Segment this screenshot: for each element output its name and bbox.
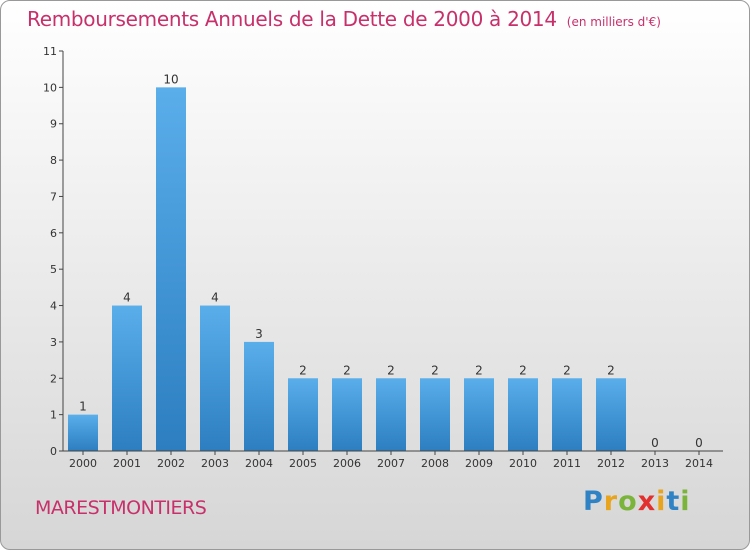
x-tick-label: 2000 [69,457,97,470]
y-tick-label: 1 [50,409,57,422]
chart-title: Remboursements Annuels de la Dette de 20… [27,7,661,31]
brand-letter: t [666,486,681,517]
data-label: 10 [163,72,178,86]
x-tick-label: 2011 [553,457,581,470]
x-tick-label: 2014 [685,457,713,470]
commune-name: MARESTMONTIERS [35,497,207,519]
data-label: 2 [519,363,527,377]
y-tick-label: 2 [50,372,57,385]
bar [596,378,626,451]
brand-letter: o [618,486,638,517]
bar [420,378,450,451]
x-tick-label: 2009 [465,457,493,470]
y-tick-label: 0 [50,445,57,458]
x-tick-label: 2005 [289,457,317,470]
data-label: 2 [563,363,571,377]
data-label: 0 [695,436,703,450]
data-label: 2 [299,363,307,377]
x-tick-label: 2001 [113,457,141,470]
x-tick-label: 2010 [509,457,537,470]
x-tick-label: 2007 [377,457,405,470]
y-tick-label: 7 [50,190,57,203]
y-tick-label: 3 [50,336,57,349]
brand-letter: r [603,486,619,517]
bar [156,87,186,451]
y-tick-label: 6 [50,227,57,240]
y-tick-label: 9 [50,118,57,131]
y-tick-label: 11 [43,45,57,58]
bar [332,378,362,451]
data-label: 0 [651,436,659,450]
bar [244,341,274,451]
y-tick-label: 4 [50,300,57,313]
y-tick-label: 8 [50,154,57,167]
data-label: 1 [79,400,87,414]
bar [508,378,538,451]
x-tick-label: 2006 [333,457,361,470]
y-tick-label: 5 [50,263,57,276]
bar [68,414,98,451]
data-label: 2 [431,363,439,377]
bar [288,378,318,451]
brand-letter: P [583,486,604,517]
data-label: 2 [387,363,395,377]
brand-letter: i [680,486,691,517]
unit-label: (en milliers d'€) [566,15,661,29]
x-tick-label: 2012 [597,457,625,470]
bar [552,378,582,451]
bar [112,305,142,451]
x-tick-label: 2002 [157,457,185,470]
title-text: Remboursements Annuels de la Dette de 20… [27,7,557,31]
x-tick-label: 2013 [641,457,669,470]
bar [464,378,494,451]
y-tick-label: 10 [43,81,57,94]
brand-letter: x [637,486,657,517]
data-label: 2 [475,363,483,377]
proxiti-logo: Proxiti [583,486,691,517]
x-tick-label: 2004 [245,457,273,470]
x-tick-label: 2008 [421,457,449,470]
bar [376,378,406,451]
bar [200,305,230,451]
brand-letter: i [656,486,667,517]
data-label: 3 [255,327,263,341]
data-label: 2 [607,363,615,377]
data-label: 4 [123,291,131,305]
x-tick-label: 2003 [201,457,229,470]
data-label: 4 [211,291,219,305]
data-label: 2 [343,363,351,377]
